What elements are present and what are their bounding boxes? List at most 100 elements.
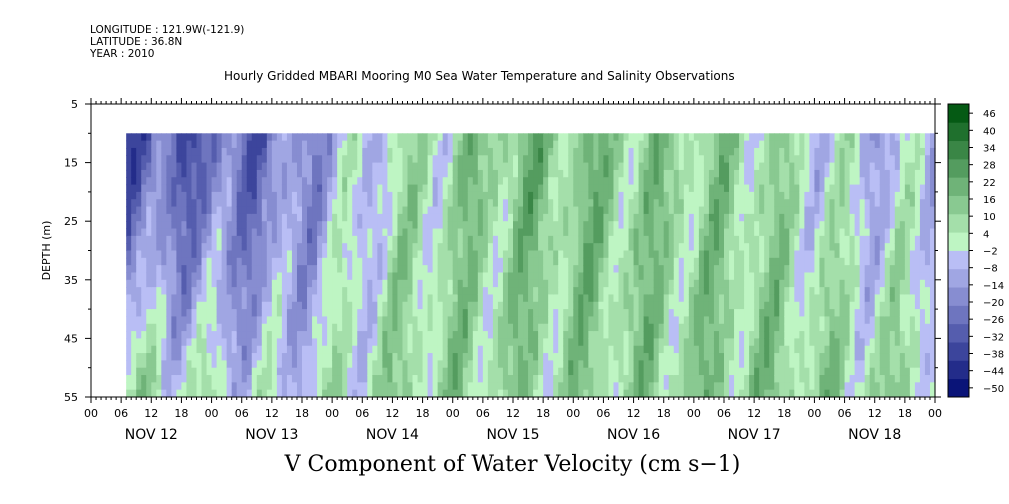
heatmap-cell	[502, 345, 509, 354]
heatmap-cell	[528, 199, 534, 208]
heatmap-cell	[201, 235, 208, 244]
heatmap-cell	[784, 353, 790, 361]
heatmap-cell	[317, 287, 323, 296]
heatmap-cell	[136, 133, 142, 142]
heatmap-cell	[538, 353, 544, 361]
heatmap-cell	[317, 199, 323, 208]
heatmap-cell	[548, 338, 554, 347]
heatmap-cell	[276, 213, 283, 222]
heatmap-cell	[221, 140, 228, 149]
heatmap-cell	[538, 367, 544, 376]
heatmap-cell	[427, 191, 434, 200]
heatmap-cell	[362, 221, 368, 230]
heatmap-cell	[578, 162, 584, 171]
heatmap-cell	[196, 235, 203, 244]
heatmap-cell	[668, 191, 675, 200]
heatmap-cell	[713, 316, 720, 325]
heatmap-cell	[744, 375, 750, 383]
heatmap-cell	[523, 213, 529, 222]
heatmap-cell	[126, 228, 132, 237]
heatmap-cell	[286, 338, 293, 347]
heatmap-cell	[362, 228, 368, 237]
heatmap-cell	[663, 206, 670, 215]
heatmap-cell	[553, 155, 559, 164]
heatmap-cell	[332, 243, 338, 252]
heatmap-cell	[312, 389, 318, 398]
heatmap-cell	[236, 389, 243, 398]
heatmap-cell	[377, 316, 383, 325]
heatmap-cell	[226, 213, 233, 222]
heatmap-cell	[126, 235, 132, 244]
heatmap-cell	[402, 191, 409, 200]
heatmap-cell	[307, 257, 313, 266]
heatmap-cell	[729, 375, 735, 383]
heatmap-cell	[362, 345, 368, 354]
heatmap-cell	[246, 294, 253, 303]
heatmap-cell	[271, 257, 278, 266]
heatmap-cell	[769, 301, 775, 310]
heatmap-cell	[246, 250, 253, 259]
heatmap-cell	[623, 360, 630, 369]
heatmap-cell	[337, 287, 343, 296]
heatmap-cell	[221, 169, 228, 178]
heatmap-cell	[759, 338, 765, 347]
heatmap-cell	[412, 162, 419, 171]
heatmap-cell	[784, 287, 790, 296]
heatmap-cell	[819, 213, 826, 222]
heatmap-cell	[563, 294, 569, 303]
heatmap-cell	[226, 257, 233, 266]
heatmap-cell	[176, 294, 183, 303]
heatmap-cell	[472, 191, 479, 200]
heatmap-cell	[533, 265, 539, 274]
heatmap-cell	[171, 316, 177, 325]
heatmap-cell	[291, 213, 298, 222]
heatmap-cell	[663, 235, 670, 244]
heatmap-cell	[568, 133, 574, 142]
heatmap-cell	[779, 360, 785, 369]
heatmap-cell	[703, 279, 710, 288]
heatmap-cell	[327, 367, 333, 376]
heatmap-cell	[678, 257, 685, 266]
heatmap-cell	[724, 382, 730, 391]
heatmap-cell	[573, 331, 579, 339]
heatmap-cell	[502, 243, 509, 252]
heatmap-cell	[126, 221, 132, 230]
heatmap-cell	[387, 367, 394, 376]
heatmap-cell	[774, 250, 780, 259]
heatmap-cell	[799, 375, 805, 383]
heatmap-cell	[623, 250, 630, 259]
heatmap-cell	[146, 147, 152, 156]
heatmap-cell	[482, 177, 489, 186]
heatmap-cell	[794, 345, 800, 354]
heatmap-cell	[362, 272, 368, 281]
heatmap-cell	[196, 257, 203, 266]
heatmap-cell	[281, 294, 288, 303]
heatmap-cell	[352, 228, 358, 237]
heatmap-cell	[342, 213, 348, 222]
heatmap-cell	[688, 382, 695, 391]
heatmap-cell	[608, 235, 615, 244]
heatmap-cell	[774, 169, 780, 178]
heatmap-cell	[256, 360, 263, 369]
heatmap-cell	[422, 162, 429, 171]
heatmap-cell	[266, 309, 273, 318]
heatmap-cell	[713, 243, 720, 252]
heatmap-cell	[708, 323, 715, 332]
heatmap-cell	[392, 345, 399, 354]
heatmap-cell	[568, 147, 574, 156]
heatmap-cell	[382, 206, 388, 215]
heatmap-cell	[357, 162, 363, 171]
heatmap-cell	[206, 213, 213, 222]
heatmap-cell	[201, 162, 208, 171]
heatmap-cell	[588, 250, 594, 259]
heatmap-cell	[357, 228, 363, 237]
heatmap-cell	[518, 389, 524, 398]
heatmap-cell	[266, 213, 273, 222]
heatmap-cell	[322, 162, 328, 171]
heatmap-cell	[307, 250, 313, 259]
heatmap-cell	[276, 338, 283, 347]
heatmap-cell	[648, 360, 655, 369]
heatmap-cell	[558, 191, 564, 200]
heatmap-cell	[523, 235, 529, 244]
heatmap-cell	[266, 323, 273, 332]
